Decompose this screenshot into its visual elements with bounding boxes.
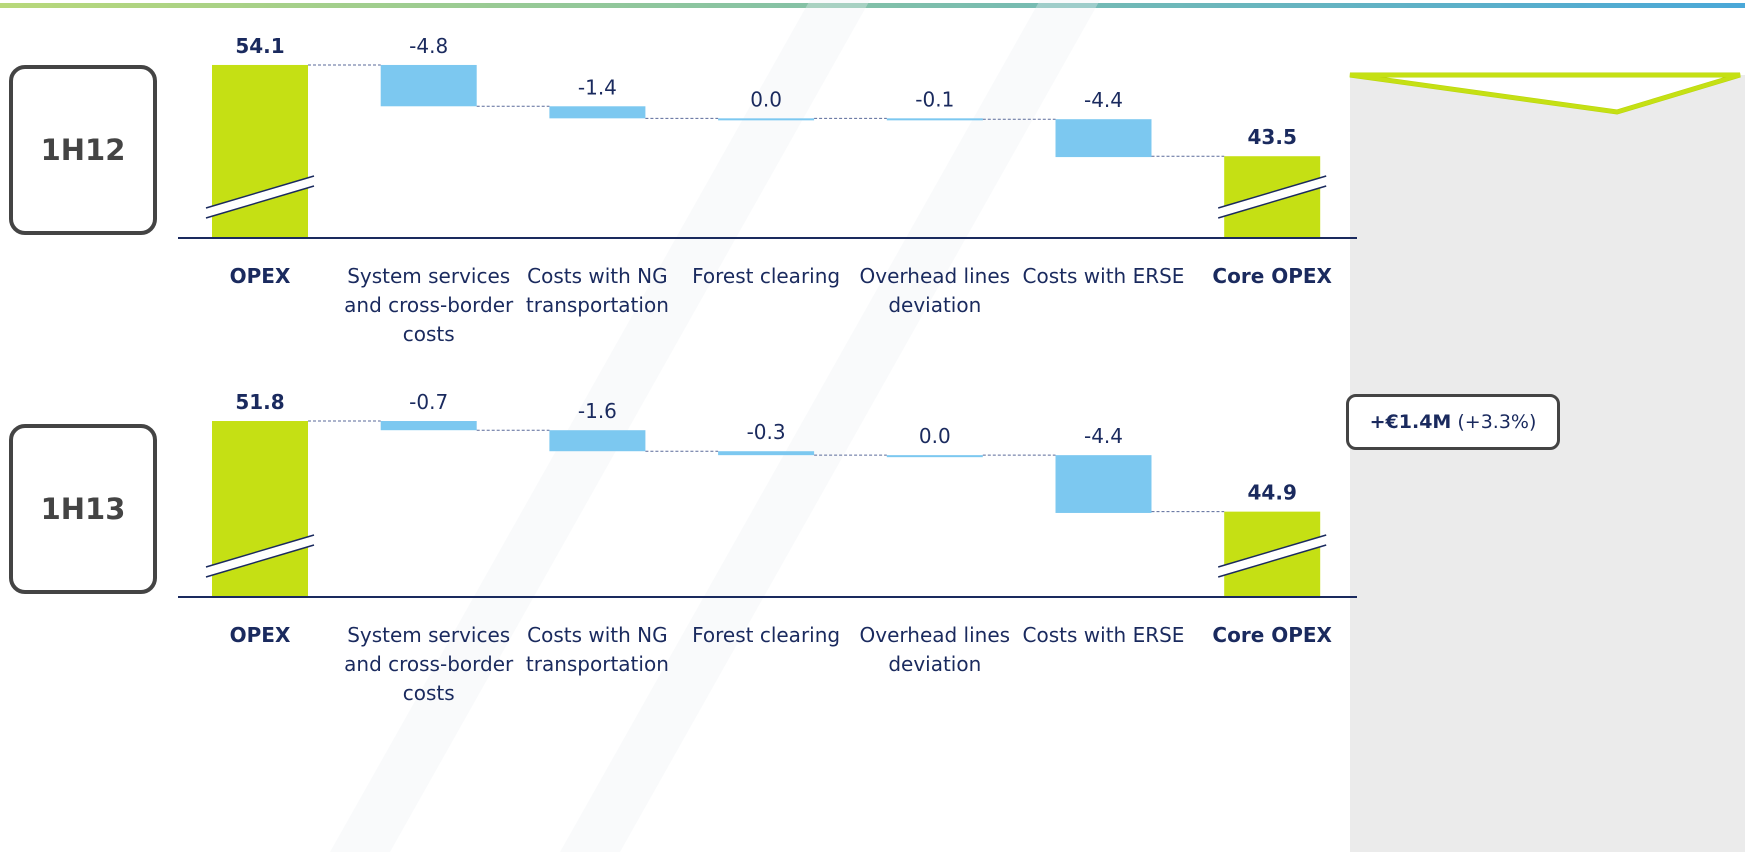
delta-bar bbox=[549, 430, 646, 452]
side-panel bbox=[1350, 75, 1745, 852]
background-stripes bbox=[330, 0, 1100, 852]
x-tick-label: Costs with ERSE bbox=[1022, 623, 1185, 647]
value-label: -1.4 bbox=[578, 75, 617, 99]
down-arrow-outline bbox=[1349, 73, 1741, 115]
value-label: -0.7 bbox=[409, 390, 448, 414]
value-label: 43.5 bbox=[1248, 125, 1297, 149]
x-tick-label: Overhead lines deviation bbox=[859, 623, 1011, 676]
x-tick-label: OPEX bbox=[229, 623, 291, 647]
value-label: -0.3 bbox=[747, 420, 786, 444]
x-tick-label: System services and cross-border costs bbox=[344, 264, 514, 346]
axis-break-line bbox=[1217, 175, 1327, 209]
note-text: (+3.3%) bbox=[1457, 411, 1537, 433]
x-tick-label: Costs with ERSE bbox=[1022, 264, 1185, 288]
axis-break-line bbox=[1217, 185, 1327, 219]
value-label: 0.0 bbox=[919, 424, 951, 448]
delta-bar bbox=[718, 118, 815, 121]
delta-bar bbox=[380, 64, 477, 107]
axis-break-line bbox=[1217, 544, 1327, 578]
x-tick-label: Forest clearing bbox=[692, 623, 841, 647]
delta-bar bbox=[1055, 455, 1152, 513]
value-label: 54.1 bbox=[235, 34, 284, 58]
x-tick-label: Costs with NG transportation bbox=[525, 623, 669, 676]
delta-bar bbox=[718, 451, 815, 456]
value-label: 51.8 bbox=[235, 390, 284, 414]
period-label: 1H12 bbox=[9, 65, 157, 235]
axis-break-line bbox=[205, 175, 315, 209]
change-note: +€1.4M (+3.3%) bbox=[1346, 394, 1560, 450]
delta-bar bbox=[380, 421, 477, 431]
value-label: -4.4 bbox=[1084, 88, 1123, 112]
value-label: 44.9 bbox=[1248, 481, 1297, 505]
axis-break-line bbox=[205, 185, 315, 219]
top-rule bbox=[0, 3, 1745, 8]
x-tick-label: Costs with NG transportation bbox=[525, 264, 669, 317]
delta-bar bbox=[886, 455, 983, 458]
axis-break-line bbox=[1217, 534, 1327, 568]
value-label: -0.1 bbox=[915, 87, 954, 111]
axis-break bbox=[206, 535, 314, 577]
axis-break bbox=[1218, 176, 1327, 218]
delta-bar bbox=[549, 106, 646, 119]
x-tick-label: OPEX bbox=[229, 264, 291, 288]
note-bold: +€1.4M bbox=[1369, 411, 1452, 433]
axis-break bbox=[206, 176, 314, 218]
x-tick-label: Overhead lines deviation bbox=[859, 264, 1011, 317]
delta-bar bbox=[1055, 119, 1152, 158]
value-label: -4.8 bbox=[409, 34, 448, 58]
x-tick-label: Forest clearing bbox=[692, 264, 841, 288]
value-label: 0.0 bbox=[750, 87, 782, 111]
x-tick-label: Core OPEX bbox=[1212, 623, 1332, 647]
axis-break bbox=[1218, 535, 1327, 577]
axis-break-line bbox=[205, 534, 315, 568]
value-label: -1.6 bbox=[578, 399, 617, 423]
delta-bar bbox=[886, 118, 983, 121]
x-tick-label: Core OPEX bbox=[1212, 264, 1332, 288]
period-label: 1H13 bbox=[9, 424, 157, 594]
axis-break-line bbox=[205, 544, 315, 578]
value-label: -4.4 bbox=[1084, 424, 1123, 448]
x-tick-label: System services and cross-border costs bbox=[344, 623, 514, 705]
